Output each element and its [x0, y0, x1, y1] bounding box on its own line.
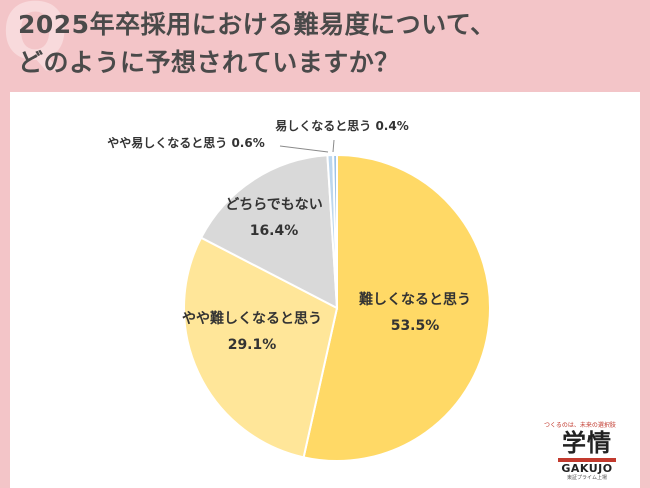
- page-title-line-2: どのように予想されていますか？: [18, 48, 400, 77]
- slice-value-label: 53.5%: [391, 318, 440, 334]
- gakujo-logo: つくるのは、未来の選択肢 学情 GAKUJO 東証プライム上場: [544, 420, 622, 482]
- question-mark-decoration: Q: [2, 0, 69, 78]
- slice-label: 難しくなると思う: [359, 291, 471, 308]
- slice-label: どちらでもない: [225, 197, 323, 213]
- leader-line: [332, 139, 335, 153]
- slice-value-label: 29.1%: [228, 337, 277, 353]
- page-title-line-1: 2025年卒採用における難易度について、: [18, 10, 496, 39]
- pie-chart: 難しくなると思う 53.5% やや難しくなると思う 29.1% どちらでもない 16.4%…: [107, 119, 491, 462]
- pie-slice: [332, 153, 338, 309]
- logo-bar: [558, 458, 616, 462]
- pie-slice: [183, 236, 339, 459]
- slice-outside-label: 易しくなると思う 0.4%: [275, 119, 408, 133]
- slice-value-label: 16.4%: [250, 223, 299, 239]
- logo-kanji: 学情: [562, 429, 612, 457]
- pie-slice: [199, 154, 339, 310]
- page-title: 2025年卒採用における難易度について、 どのように予想されていますか？: [18, 6, 638, 82]
- chart-card: 難しくなると思う 53.5% やや難しくなると思う 29.1% どちらでもない 16.4%…: [10, 92, 640, 488]
- slice-outside-label: やや易しくなると思う 0.6%: [107, 136, 264, 150]
- logo-sub: 東証プライム上場: [567, 475, 607, 481]
- leader-line: [279, 145, 329, 153]
- slice-label: やや難しくなると思う: [182, 310, 322, 327]
- logo-tagline: つくるのは、未来の選択肢: [544, 422, 616, 429]
- logo-latin: GAKUJO: [561, 462, 613, 475]
- pie-slice: [302, 153, 491, 462]
